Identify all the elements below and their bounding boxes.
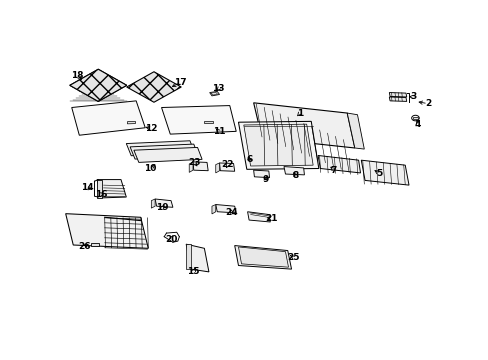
Text: 14: 14 (81, 183, 93, 192)
Polygon shape (388, 97, 406, 102)
Polygon shape (126, 141, 194, 156)
Polygon shape (161, 105, 236, 134)
Polygon shape (97, 180, 126, 198)
Text: 22: 22 (221, 160, 234, 169)
Polygon shape (130, 144, 198, 159)
Text: 21: 21 (264, 214, 277, 223)
Polygon shape (253, 170, 269, 177)
Text: 25: 25 (286, 253, 299, 262)
Polygon shape (126, 72, 181, 102)
Polygon shape (211, 204, 215, 214)
Text: 23: 23 (188, 158, 201, 167)
Polygon shape (72, 101, 145, 135)
Polygon shape (247, 212, 270, 222)
Text: 2: 2 (424, 99, 430, 108)
Polygon shape (219, 163, 234, 171)
Text: 19: 19 (156, 203, 169, 212)
Text: 10: 10 (143, 164, 156, 173)
Polygon shape (215, 204, 236, 213)
Text: 9: 9 (262, 175, 268, 184)
Polygon shape (317, 156, 360, 173)
Text: 13: 13 (212, 85, 224, 94)
Text: 12: 12 (145, 124, 157, 133)
Polygon shape (412, 117, 417, 118)
Text: 17: 17 (174, 78, 186, 87)
Text: 16: 16 (95, 190, 107, 199)
Polygon shape (204, 121, 212, 123)
Text: 7: 7 (330, 166, 337, 175)
Polygon shape (155, 199, 173, 207)
Polygon shape (244, 124, 312, 166)
Text: 11: 11 (213, 127, 225, 136)
Polygon shape (238, 247, 288, 267)
Text: 4: 4 (414, 120, 421, 129)
Text: 3: 3 (409, 93, 416, 102)
Polygon shape (151, 199, 155, 208)
Polygon shape (97, 180, 102, 198)
Text: 26: 26 (78, 242, 91, 251)
Polygon shape (134, 148, 202, 162)
Polygon shape (186, 244, 208, 272)
Polygon shape (388, 93, 406, 97)
Polygon shape (91, 243, 99, 246)
Polygon shape (253, 103, 354, 148)
Polygon shape (127, 121, 135, 124)
Polygon shape (238, 121, 318, 169)
Polygon shape (215, 163, 219, 173)
Polygon shape (209, 91, 219, 96)
Polygon shape (186, 244, 190, 269)
Polygon shape (193, 162, 208, 171)
Text: 24: 24 (225, 208, 238, 217)
Text: 15: 15 (187, 267, 200, 276)
Text: 1: 1 (296, 109, 303, 118)
Text: 20: 20 (164, 235, 177, 244)
Polygon shape (189, 162, 193, 172)
Polygon shape (284, 167, 304, 175)
Polygon shape (211, 92, 217, 95)
Polygon shape (346, 113, 364, 149)
Text: 8: 8 (292, 171, 298, 180)
Polygon shape (70, 69, 126, 102)
Polygon shape (361, 160, 408, 185)
Polygon shape (65, 214, 148, 248)
Text: 18: 18 (71, 71, 83, 80)
Polygon shape (70, 69, 126, 102)
Text: 5: 5 (376, 169, 382, 178)
Polygon shape (234, 246, 291, 269)
Text: 6: 6 (246, 154, 252, 163)
